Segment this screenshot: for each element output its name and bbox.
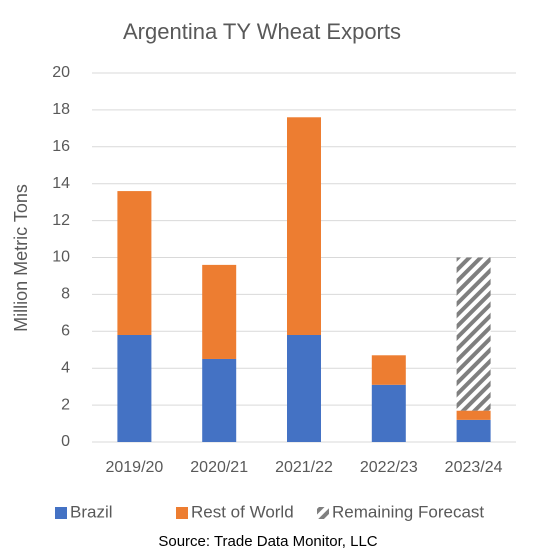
y-axis-label: Million Metric Tons (11, 184, 31, 332)
y-tick-label: 12 (52, 212, 70, 229)
y-tick-label: 2 (61, 396, 70, 413)
y-tick-label: 20 (52, 64, 70, 81)
x-tick-label: 2022/23 (360, 459, 418, 476)
source-note: Source: Trade Data Monitor, LLC (158, 533, 377, 550)
y-tick-label: 0 (61, 433, 70, 450)
y-tick-label: 18 (52, 101, 70, 118)
y-tick-label: 6 (61, 323, 70, 340)
bar-segment (371, 384, 406, 442)
chart-title: Argentina TY Wheat Exports (123, 19, 401, 44)
bar-segment (202, 358, 237, 442)
bar-segment (456, 419, 491, 442)
legend-label: Rest of World (191, 502, 294, 521)
legend-label: Brazil (70, 502, 113, 521)
legend-swatch (176, 507, 188, 519)
y-tick-label: 4 (61, 359, 70, 376)
bar-segment (456, 257, 491, 411)
y-tick-label: 10 (52, 249, 70, 266)
legend-swatch (317, 507, 329, 519)
y-tick-label: 14 (52, 175, 70, 192)
x-tick-label: 2021/22 (275, 459, 333, 476)
bar-segment (202, 264, 237, 359)
x-tick-label: 2023/24 (445, 459, 503, 476)
bar-segment (287, 117, 321, 335)
bar-segment (371, 355, 406, 385)
legend-label: Remaining Forecast (332, 502, 484, 521)
bar-segment (456, 410, 491, 420)
bar-segment (287, 334, 321, 442)
x-tick-label: 2019/20 (105, 459, 163, 476)
x-tick-label: 2020/21 (190, 459, 248, 476)
y-tick-label: 16 (52, 138, 70, 155)
legend-swatch (55, 507, 67, 519)
y-tick-label: 8 (61, 286, 70, 303)
bar-segment (117, 334, 152, 442)
bar-segment (117, 191, 152, 335)
